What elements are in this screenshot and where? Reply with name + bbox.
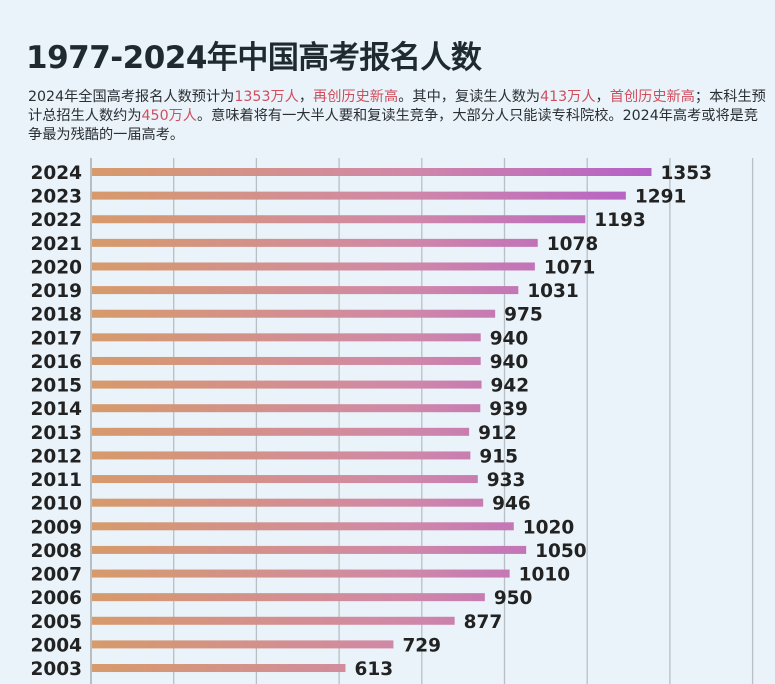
desc-highlight: 再创历史新高 [313, 89, 399, 105]
value-label: 877 [464, 612, 503, 633]
chart-title: 1977-2024年中国高考报名人数 [26, 40, 482, 76]
value-label: 940 [490, 328, 529, 349]
bar [92, 168, 652, 176]
bar [92, 286, 519, 295]
desc-highlight: 首创历史新高 [609, 89, 695, 105]
bar [92, 404, 481, 413]
value-label: 613 [354, 659, 393, 680]
value-label: 946 [492, 494, 531, 515]
year-label: 2016 [31, 352, 83, 373]
value-label: 915 [479, 446, 518, 467]
desc-text: 。其中，复读生人数为 [398, 89, 541, 105]
year-label: 2003 [31, 659, 83, 680]
bar [92, 215, 586, 224]
value-label: 1078 [547, 234, 599, 255]
value-label: 950 [494, 588, 533, 609]
year-label: 2008 [31, 541, 83, 562]
bar [92, 545, 527, 554]
bar [92, 238, 538, 247]
value-label: 975 [504, 305, 543, 326]
value-label: 1071 [544, 257, 596, 278]
value-label: 1291 [635, 187, 687, 208]
bar [92, 333, 481, 342]
year-label: 2011 [31, 470, 83, 491]
bar [92, 475, 478, 484]
year-label: 2004 [31, 635, 83, 656]
desc-text: 2024年全国高考报名人数预计为 [28, 89, 235, 105]
year-label: 2013 [31, 423, 83, 444]
year-label: 2012 [31, 446, 83, 467]
bar [92, 498, 484, 507]
year-label: 2020 [31, 257, 83, 278]
value-label: 939 [489, 399, 528, 420]
bar [92, 427, 470, 436]
bar [92, 356, 481, 365]
bar [92, 451, 471, 460]
value-label: 940 [490, 352, 529, 373]
value-label: 1193 [594, 210, 646, 231]
year-label: 2017 [31, 328, 83, 349]
value-label: 933 [487, 470, 526, 491]
desc-text: ， [595, 89, 610, 105]
desc-highlight: 1353万人 [234, 89, 299, 105]
year-label: 2021 [31, 234, 83, 255]
year-label: 2005 [31, 612, 83, 633]
desc-highlight: 413万人 [540, 89, 596, 105]
desc-text: ；本科生预计总招生人数约为 [28, 89, 766, 124]
bar [92, 664, 346, 673]
year-label: 2018 [31, 305, 83, 326]
year-label: 2009 [31, 517, 83, 538]
year-label: 2010 [31, 494, 83, 515]
value-label: 1353 [660, 163, 712, 184]
bar [92, 616, 455, 625]
value-label: 1050 [535, 541, 587, 562]
desc-text: ， [298, 89, 314, 105]
year-label: 2022 [31, 210, 83, 231]
bar [92, 640, 394, 649]
desc-text: 。意味着将有一大半人要和复读生竞争，大部分人只能读专科院校。2024年高考或将是… [28, 108, 759, 143]
bar [92, 309, 496, 318]
year-label: 2024 [31, 163, 83, 184]
year-label: 2014 [31, 399, 83, 420]
value-label: 1010 [519, 565, 571, 586]
year-label: 2007 [31, 565, 83, 586]
value-label: 912 [478, 423, 517, 444]
year-label: 2015 [31, 376, 83, 397]
value-label: 729 [402, 635, 441, 656]
bar [92, 593, 485, 602]
desc-highlight: 450万人 [141, 108, 197, 124]
bar [92, 380, 482, 389]
year-label: 2023 [31, 187, 83, 208]
year-label: 2019 [31, 281, 83, 302]
value-label: 942 [491, 376, 530, 397]
chart-description: 2024年全国高考报名人数预计为1353万人，再创历史新高。其中，复读生人数为4… [28, 88, 768, 145]
year-label: 2006 [31, 588, 83, 609]
value-label: 1031 [527, 281, 579, 302]
bar [92, 569, 510, 578]
bar [92, 522, 514, 531]
bar [92, 262, 535, 271]
bar [92, 191, 626, 200]
value-label: 1020 [523, 517, 575, 538]
